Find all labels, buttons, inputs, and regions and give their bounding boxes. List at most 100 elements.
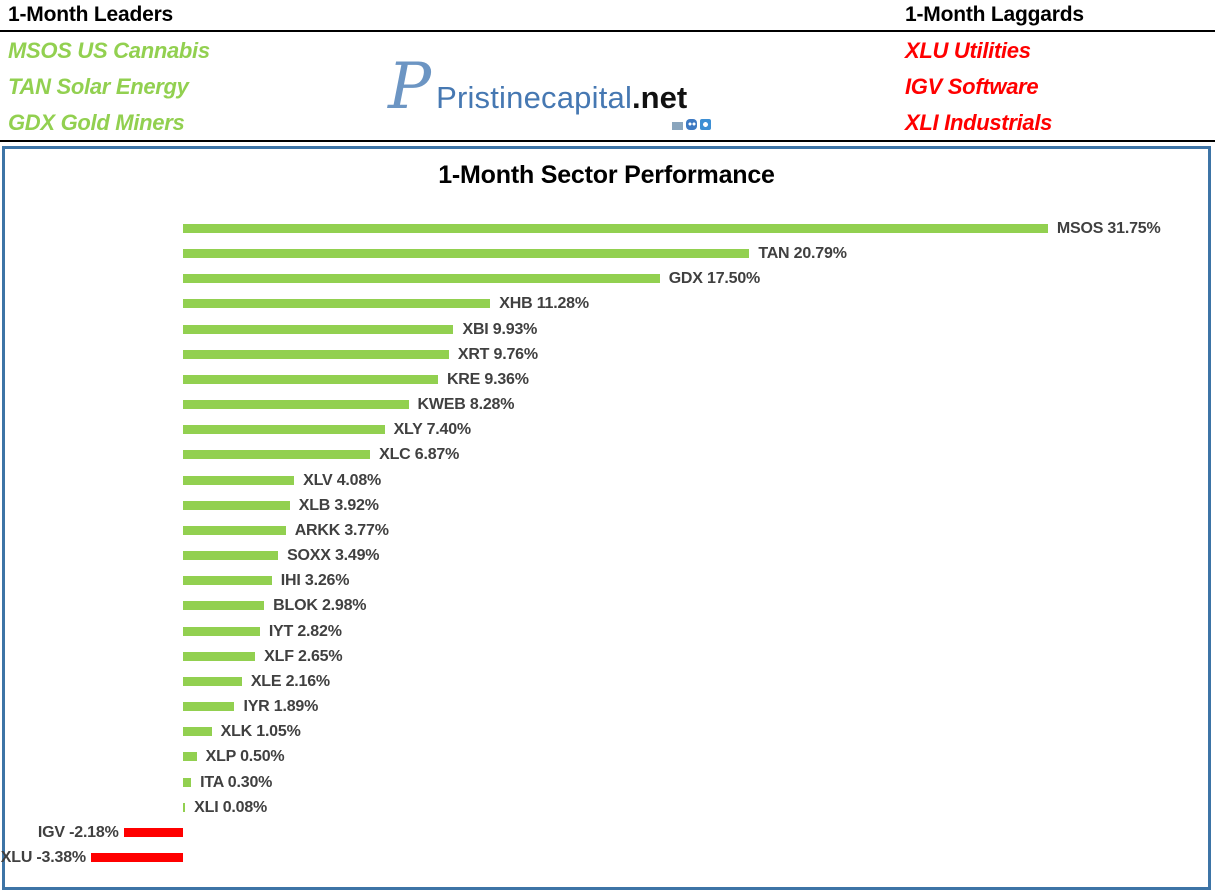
- laggard-item-igv: IGV Software: [905, 74, 1039, 99]
- bar-row: IYR 1.89%: [5, 694, 1208, 720]
- positive-bar: [183, 601, 265, 611]
- positive-bar: [183, 551, 279, 561]
- bar-label: TAN 20.79%: [758, 245, 847, 263]
- bar-row: XLK 1.05%: [5, 719, 1208, 745]
- twitter-icon: [700, 119, 711, 130]
- logo-name: Pristinecapital: [436, 80, 633, 115]
- logo-tld: .net: [632, 80, 688, 115]
- bar-label: ARKK 3.77%: [294, 521, 389, 539]
- bar-label: BLOK 2.98%: [273, 597, 367, 615]
- bar-label: XLU -3.38%: [0, 849, 86, 866]
- chart-icon: [672, 122, 683, 130]
- bar-label: XLY 7.40%: [393, 421, 472, 439]
- bar-row: XLU -3.38%: [1, 845, 1208, 871]
- bar-label: XBI 9.93%: [462, 320, 538, 338]
- bar-row: KRE 9.36%: [5, 367, 1208, 393]
- bar-label: XLF 2.65%: [264, 647, 343, 665]
- positive-bar: [183, 752, 197, 762]
- bar-row: MSOS 31.75%: [5, 216, 1208, 242]
- positive-bar: [183, 576, 272, 586]
- positive-bar: [183, 324, 454, 334]
- positive-bar: [183, 777, 192, 787]
- bar-row: GDX 17.50%: [5, 266, 1208, 292]
- bar-label: KWEB 8.28%: [417, 396, 515, 414]
- bar-row: XBI 9.93%: [5, 317, 1208, 343]
- positive-bar: [183, 349, 449, 359]
- bar-row: IHI 3.26%: [5, 568, 1208, 594]
- bar-label: XLC 6.87%: [379, 446, 460, 464]
- bar-label: XLE 2.16%: [250, 672, 330, 690]
- bar-label: SOXX 3.49%: [287, 547, 380, 565]
- bar-label: XLB 3.92%: [298, 496, 379, 514]
- bar-plot: MSOS 31.75% TAN 20.79% GDX 17.50% XHB 11.28…: [1, 149, 1208, 887]
- positive-bar: [183, 299, 491, 309]
- bar-row: SOXX 3.49%: [5, 543, 1208, 569]
- laggard-item-xlu: XLU Utilities: [905, 38, 1031, 63]
- leader-item-gdx: GDX Gold Miners: [8, 110, 185, 135]
- positive-bar: [183, 249, 750, 259]
- bar-row: IYT 2.82%: [5, 619, 1208, 645]
- negative-bar: [123, 827, 183, 837]
- positive-bar: [183, 374, 438, 384]
- leader-item-msos: MSOS US Cannabis: [8, 38, 210, 63]
- bar-label: ITA 0.30%: [200, 773, 273, 791]
- bar-row: XLP 0.50%: [5, 744, 1208, 770]
- discord-icon: [686, 119, 697, 130]
- header-bottom-rule: [0, 140, 1215, 142]
- bar-row: XLI 0.08%: [5, 795, 1208, 821]
- bar-label: XHB 11.28%: [499, 295, 589, 313]
- positive-bar: [183, 500, 290, 510]
- positive-bar: [183, 651, 256, 661]
- bar-label: IYT 2.82%: [268, 622, 342, 640]
- chart-title: 1-Month Sector Performance: [438, 161, 775, 189]
- positive-bar: [183, 400, 409, 410]
- laggards-title: 1-Month Laggards: [905, 3, 1084, 26]
- bar-label: XLI 0.08%: [194, 798, 268, 816]
- bar-row: XLC 6.87%: [5, 442, 1208, 468]
- bar-row: ITA 0.30%: [5, 770, 1208, 796]
- negative-bar: [90, 853, 183, 862]
- bar-label: GDX 17.50%: [668, 270, 761, 288]
- bar-row: XLF 2.65%: [5, 644, 1208, 670]
- positive-bar: [183, 475, 295, 485]
- positive-bar: [183, 676, 242, 686]
- bar-label: IGV -2.18%: [37, 823, 119, 841]
- positive-bar: [183, 224, 1048, 233]
- bar-row: BLOK 2.98%: [5, 593, 1208, 619]
- positive-bar: [183, 727, 212, 737]
- bar-label: MSOS 31.75%: [1056, 220, 1161, 237]
- bar-row: XLV 4.08%: [5, 468, 1208, 494]
- bar-label: XLP 0.50%: [205, 748, 285, 766]
- header: 1-Month Leaders 1-Month Laggards MSOS US…: [0, 0, 1215, 146]
- bar-row: TAN 20.79%: [5, 241, 1208, 267]
- bar-row: IGV -2.18%: [5, 820, 1208, 846]
- positive-bar: [183, 702, 235, 712]
- bar-label: IHI 3.26%: [280, 572, 350, 590]
- positive-bar: [183, 525, 286, 535]
- logo-monogram-p-icon: P: [388, 50, 432, 124]
- positive-bar: [183, 450, 371, 460]
- bar-label: XRT 9.76%: [457, 345, 538, 363]
- bar-label: KRE 9.36%: [446, 370, 529, 388]
- laggard-item-xli: XLI Industrials: [905, 110, 1053, 135]
- positive-bar: [183, 626, 260, 636]
- leader-item-tan: TAN Solar Energy: [8, 74, 189, 99]
- bar-row: KWEB 8.28%: [5, 392, 1208, 418]
- positive-bar: [183, 425, 385, 435]
- bar-row: XLY 7.40%: [5, 417, 1208, 443]
- bar-label: XLK 1.05%: [220, 723, 301, 741]
- bar-row: XLB 3.92%: [5, 493, 1208, 519]
- chart-container: MSOS 31.75% TAN 20.79% GDX 17.50% XHB 11.28…: [1, 146, 1211, 890]
- bar-label: XLV 4.08%: [303, 471, 382, 489]
- bar-row: XLE 2.16%: [5, 669, 1208, 695]
- bar-row: XRT 9.76%: [5, 342, 1208, 368]
- bar-label: IYR 1.89%: [243, 698, 319, 716]
- social-icons: [672, 119, 711, 130]
- bar-row: XHB 11.28%: [5, 291, 1208, 317]
- positive-bar: [183, 274, 660, 284]
- positive-bar: [183, 802, 186, 812]
- logo: P Pristinecapital .net: [388, 50, 688, 124]
- leaders-title: 1-Month Leaders: [8, 3, 174, 26]
- header-top-rule: [0, 30, 1215, 32]
- bar-row: ARKK 3.77%: [5, 518, 1208, 544]
